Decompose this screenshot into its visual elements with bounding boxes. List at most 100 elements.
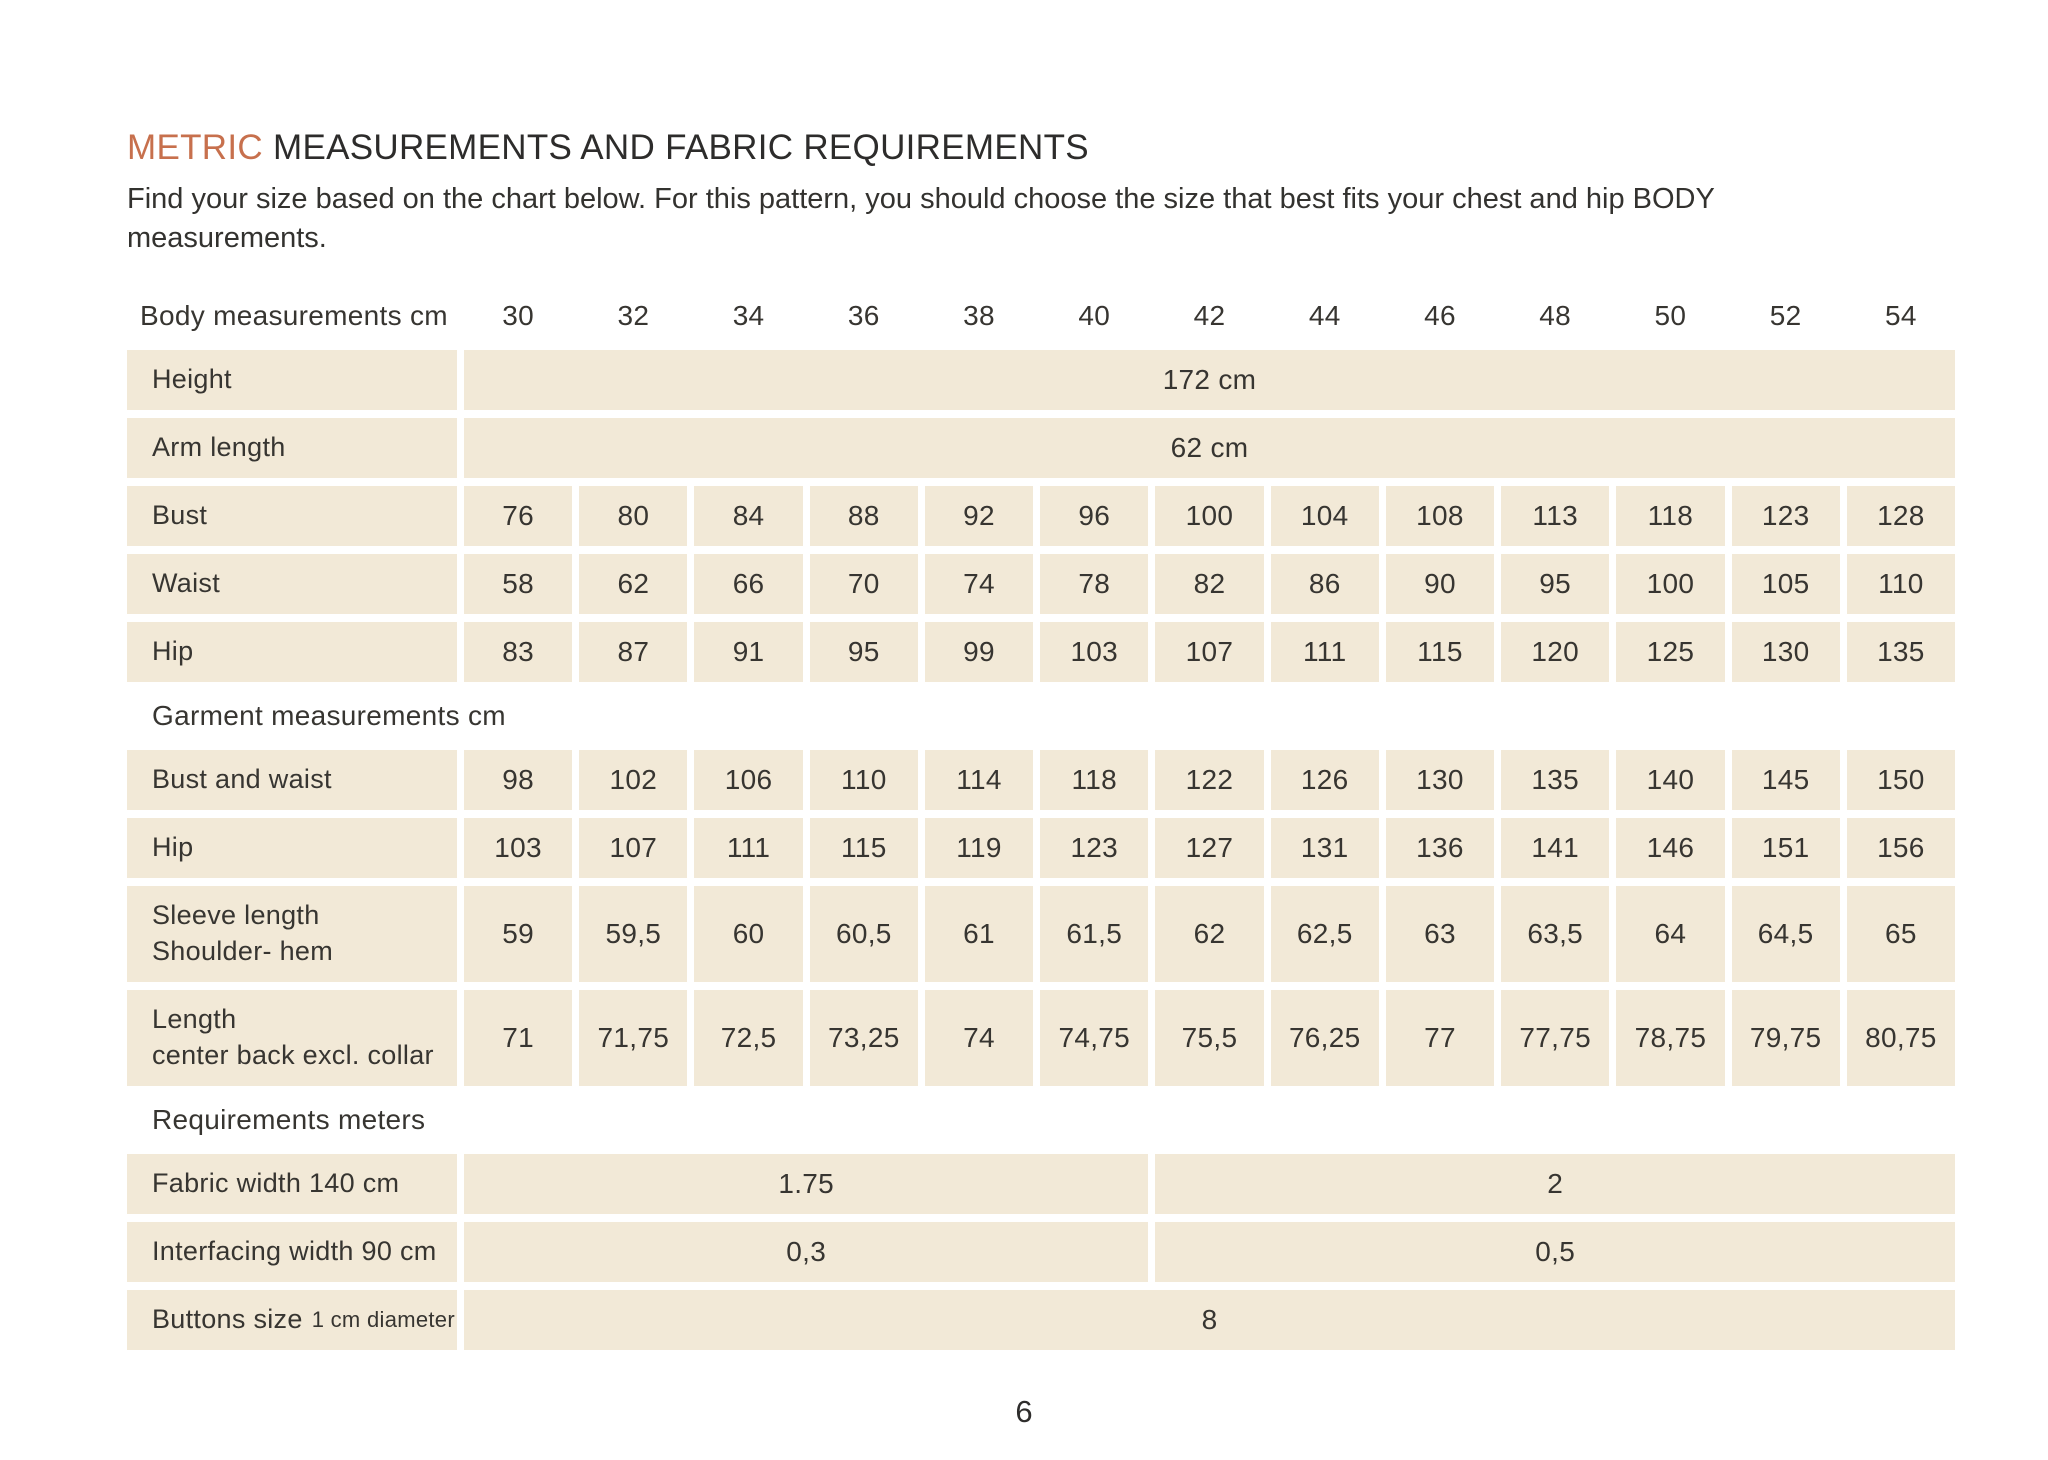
measurement-cell: 74,75 (1040, 989, 1149, 1086)
measurement-cell: 103 (1040, 621, 1149, 682)
table-row: Bust 76 80 84 88 92 96 100 104 108 113 118 123 128 (127, 485, 1955, 546)
measurement-cell: 62,5 (1270, 885, 1379, 982)
size-column-header: 42 (1193, 299, 1226, 331)
size-column-header: 38 (963, 299, 995, 331)
size-column-header: 36 (847, 299, 880, 331)
measurement-cell: 60 (694, 885, 803, 982)
row-label-text: Waist (152, 568, 220, 599)
measurement-cell: 77 (1385, 989, 1495, 1086)
size-column-header: 32 (617, 299, 650, 331)
measurement-cell: 151 (1731, 817, 1840, 878)
measurement-cell: 141 (1501, 817, 1610, 878)
size-column-header: 30 (502, 299, 534, 331)
measurement-cell: 146 (1616, 817, 1725, 878)
size-column-header: 34 (732, 299, 765, 331)
merged-value-cell-right: 0,5 (1155, 1221, 1955, 1282)
row-label: Hip (127, 621, 457, 682)
measurement-cell: 119 (924, 817, 1034, 878)
row-label-text: Length center back excl. collar (152, 1002, 434, 1073)
measurement-cell: 74 (924, 989, 1034, 1086)
row-label-line2: Shoulder- hem (152, 935, 333, 966)
measurement-cell: 100 (1155, 485, 1264, 546)
measurement-cell: 64,5 (1731, 885, 1840, 982)
measurement-cell: 145 (1731, 749, 1840, 810)
measurement-cell: 65 (1846, 885, 1955, 982)
row-label-text: Bust (152, 500, 208, 531)
measurement-cell: 70 (809, 553, 918, 614)
measurement-cell: 140 (1616, 749, 1725, 810)
section-heading-row: Requirements meters (127, 1094, 1955, 1146)
size-column-header: 46 (1424, 299, 1456, 331)
span-value-cell: 172 cm (464, 349, 1955, 410)
measurement-cell: 74 (924, 553, 1034, 614)
measurement-cell: 95 (809, 621, 918, 682)
measurement-cell: 90 (1385, 553, 1495, 614)
measurement-cell: 114 (924, 749, 1034, 810)
measurement-cell: 125 (1616, 621, 1725, 682)
measurement-cell: 95 (1501, 553, 1610, 614)
measurement-cell: 87 (579, 621, 688, 682)
row-label: Waist (127, 553, 457, 614)
column-header-label: Body measurements cm (140, 299, 448, 331)
measurement-cell: 77,75 (1501, 989, 1610, 1086)
measurement-cell: 59,5 (579, 885, 688, 982)
size-chart-table: Body measurements cm 30 32 34 36 38 40 42 44 46 48… (127, 292, 1955, 1350)
measurement-cell: 80 (579, 485, 688, 546)
measurement-cell: 110 (1846, 553, 1955, 614)
measurement-cell: 103 (464, 817, 573, 878)
measurement-cell: 100 (1616, 553, 1725, 614)
row-label: Bust (127, 485, 457, 546)
table-header-row: Body measurements cm 30 32 34 36 38 40 42 44 46 48… (127, 292, 1955, 340)
measurement-cell: 104 (1270, 485, 1379, 546)
measurement-cell: 106 (694, 749, 803, 810)
measurement-cell: 131 (1270, 817, 1379, 878)
row-label: Length center back excl. collar (127, 989, 457, 1086)
measurement-cell: 118 (1616, 485, 1725, 546)
table-row: Arm length 62 cm (127, 417, 1955, 478)
measurement-cell: 126 (1270, 749, 1379, 810)
size-column-header: 50 (1654, 299, 1687, 331)
measurement-cell: 79,75 (1731, 989, 1840, 1086)
measurement-cell: 127 (1155, 817, 1264, 878)
measurement-cell: 135 (1846, 621, 1955, 682)
row-label: Hip (127, 817, 457, 878)
pattern-instructions-page: METRIC MEASUREMENTS AND FABRIC REQUIREME… (127, 128, 1955, 1350)
measurement-cell: 78 (1040, 553, 1149, 614)
measurement-cell: 110 (809, 749, 918, 810)
measurement-cell: 86 (1270, 553, 1379, 614)
section-heading: Garment measurements cm (152, 699, 506, 731)
row-label-text: Height (152, 364, 232, 395)
section-heading-row: Garment measurements cm (127, 690, 1955, 742)
measurement-cell: 128 (1846, 485, 1955, 546)
table-row: Length center back excl. collar 71 71,75 72,… (127, 989, 1955, 1086)
measurement-cell: 62 (579, 553, 688, 614)
measurement-cell: 130 (1731, 621, 1840, 682)
row-label: Arm length (127, 417, 457, 478)
measurement-cell: 78,75 (1616, 989, 1725, 1086)
measurement-cell: 59 (464, 885, 573, 982)
row-label-note: 1 cm diameter (311, 1306, 455, 1332)
row-label-text: Arm length (152, 432, 286, 463)
measurement-cell: 120 (1501, 621, 1610, 682)
row-label-line1: Sleeve length (152, 900, 320, 931)
measurement-cell: 150 (1846, 749, 1955, 810)
measurement-cell: 63 (1385, 885, 1495, 982)
size-column-header: 44 (1308, 299, 1341, 331)
row-label: Interfacing width 90 cm (127, 1221, 457, 1282)
row-label-text: Hip (152, 636, 194, 667)
page-title: METRIC MEASUREMENTS AND FABRIC REQUIREME… (127, 128, 1955, 168)
measurement-cell: 63,5 (1501, 885, 1610, 982)
row-label-text: Fabric width 140 cm (152, 1168, 400, 1199)
table-row: Hip 83 87 91 95 99 103 107 111 115 120 125 130 135 (127, 621, 1955, 682)
row-label-text: Sleeve length Shoulder- hem (152, 898, 333, 969)
measurement-cell: 75,5 (1155, 989, 1264, 1086)
size-column-header: 54 (1885, 299, 1917, 331)
measurement-cell: 76 (464, 485, 573, 546)
row-label-text: Interfacing width 90 cm (152, 1236, 437, 1267)
measurement-cell: 84 (694, 485, 803, 546)
measurement-cell: 61,5 (1040, 885, 1149, 982)
span-value-cell: 62 cm (464, 417, 1955, 478)
measurement-cell: 115 (809, 817, 918, 878)
measurement-cell: 107 (1155, 621, 1264, 682)
row-label: Sleeve length Shoulder- hem (127, 885, 457, 982)
